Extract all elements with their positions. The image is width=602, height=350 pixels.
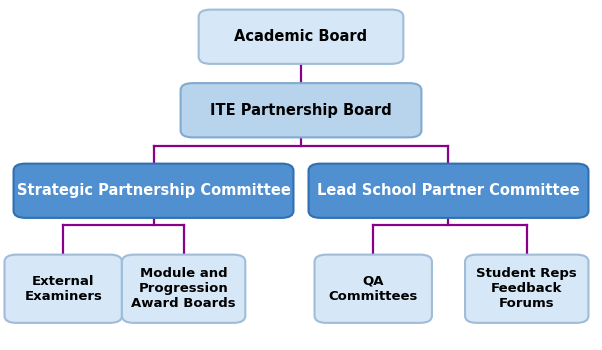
Text: External
Examiners: External Examiners bbox=[24, 275, 102, 303]
Text: ITE Partnership Board: ITE Partnership Board bbox=[210, 103, 392, 118]
Text: Academic Board: Academic Board bbox=[234, 29, 368, 44]
Text: Module and
Progression
Award Boards: Module and Progression Award Boards bbox=[131, 267, 236, 310]
Text: Student Reps
Feedback
Forums: Student Reps Feedback Forums bbox=[476, 267, 577, 310]
Text: Lead School Partner Committee: Lead School Partner Committee bbox=[317, 183, 580, 198]
FancyBboxPatch shape bbox=[465, 255, 589, 323]
FancyBboxPatch shape bbox=[199, 9, 403, 64]
FancyBboxPatch shape bbox=[14, 164, 293, 218]
Text: Strategic Partnership Committee: Strategic Partnership Committee bbox=[17, 183, 290, 198]
FancyBboxPatch shape bbox=[308, 164, 588, 218]
Text: QA
Committees: QA Committees bbox=[329, 275, 418, 303]
FancyBboxPatch shape bbox=[181, 83, 421, 137]
FancyBboxPatch shape bbox=[122, 255, 246, 323]
FancyBboxPatch shape bbox=[4, 255, 122, 323]
FancyBboxPatch shape bbox=[314, 255, 432, 323]
